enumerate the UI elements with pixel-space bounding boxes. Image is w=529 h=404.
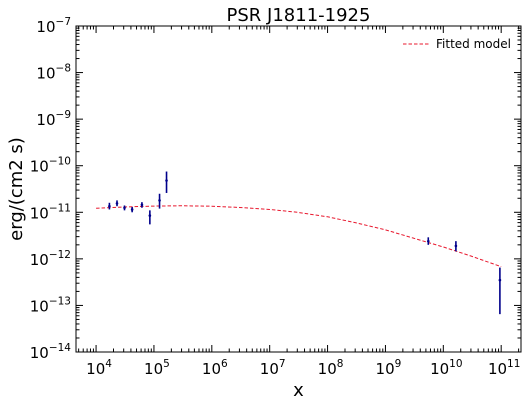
data-point [130,208,134,211]
x-tick-label: 108 [318,358,344,378]
x-tick-label: 1011 [488,358,520,378]
minor-ticks [76,26,521,352]
data-point [454,244,458,248]
plot-frame [75,25,522,353]
y-tick-labels: 10−14 10−13 10−12 10−11 10−10 10−9 10−8 10−7 [30,16,72,362]
data-points [108,171,502,315]
x-tick-label: 109 [376,358,402,378]
x-axis-label: x [293,380,304,401]
y-axis-label: erg/(cm2 s) [6,137,27,241]
data-point [123,206,126,210]
y-tick-label: 10−8 [36,63,71,83]
y-tick-label: 10−10 [30,156,71,176]
data-point [426,239,430,243]
y-tick-label: 10−11 [30,202,71,222]
data-point [115,202,119,205]
y-tick-label: 10−14 [30,342,72,362]
y-tick-label: 10−7 [36,16,71,36]
y-tick-label: 10−13 [30,295,71,315]
chart-title: PSR J1811-1925 [227,5,371,26]
x-tick-labels: 104 105 106 107 108 109 1010 1011 [86,358,520,378]
data-point [158,199,161,202]
data-point [108,204,111,208]
y-tick-label: 10−12 [30,249,71,269]
data-point [165,179,168,182]
data-point [498,278,502,282]
data-point [140,203,144,207]
legend: Fitted model [403,37,511,51]
y-tick-label: 10−9 [36,109,71,129]
legend-label-fitted-model: Fitted model [436,37,511,51]
x-tick-label: 105 [144,358,170,378]
x-tick-label: 104 [86,358,112,378]
major-ticks [76,25,521,353]
x-tick-label: 107 [260,358,286,378]
x-tick-label: 106 [202,358,228,378]
data-point [148,214,152,217]
fitted-model-line [96,205,502,268]
x-tick-label: 1010 [430,358,462,378]
